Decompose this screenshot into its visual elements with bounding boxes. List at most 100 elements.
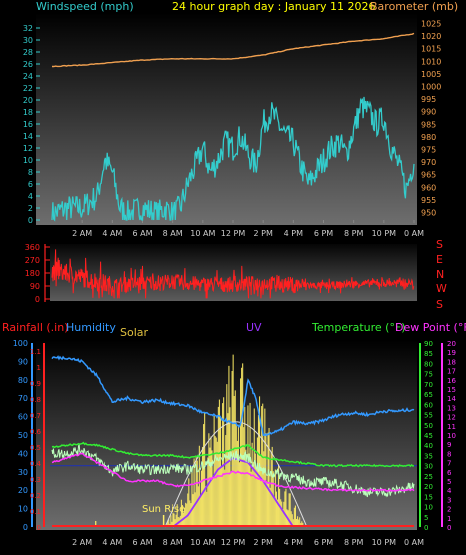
climate-x-tick: 10 PM [372, 538, 397, 547]
wind-y-tick: 10 [23, 156, 33, 165]
wind-y-tick: 24 [23, 72, 33, 81]
climate-x-tick: 8 PM [344, 538, 363, 547]
wind-y-tick: 16 [23, 120, 33, 129]
dewpoint-y-tick: 18 [447, 358, 456, 366]
barometer-line [52, 32, 415, 68]
climate-x-tick: 6 PM [314, 538, 333, 547]
temperature-y-tick: 25 [424, 473, 433, 481]
wind-x-tick: 8 PM [344, 229, 363, 238]
temperature-y-tick: 65 [424, 391, 433, 399]
humidity-line [51, 355, 415, 437]
climate-plot: 010203040506070809010000.10.20.30.40.50.… [13, 339, 457, 547]
rain-y-tick: 0 [37, 524, 41, 532]
baro-y-tick: 1015 [421, 45, 441, 54]
climate-x-tick: 2 PM [253, 538, 272, 547]
temperature-label: Temperature (°F) [311, 321, 406, 334]
direction-y-tick: 360 [25, 243, 40, 252]
dewpoint-line [51, 452, 415, 492]
temperature-y-tick: 90 [424, 340, 433, 348]
dewpoint-y-tick: 17 [447, 368, 456, 376]
dewpoint-label: Dew Point (°F) [395, 321, 466, 334]
climate-x-tick: 8 AM [163, 538, 183, 547]
wind-y-tick: 6 [28, 180, 33, 189]
wind-x-tick: 0 AM [404, 229, 424, 238]
dewpoint-y-tick: 15 [447, 386, 456, 394]
wind-x-tick: 10 PM [372, 229, 397, 238]
temperature-y-tick: 75 [424, 371, 433, 379]
compass-label: S [436, 238, 443, 251]
temperature-y-tick: 85 [424, 350, 433, 358]
direction-y-tick: 180 [25, 269, 40, 278]
wind-x-tick: 8 AM [163, 229, 183, 238]
dewpoint-y-tick: 6 [447, 469, 452, 477]
baro-y-tick: 990 [421, 108, 436, 117]
humidity-y-tick: 90 [18, 357, 28, 366]
humidity-label: Humidity [66, 321, 116, 334]
windchill-line [51, 443, 415, 498]
rain-y-tick: 1 [37, 364, 41, 372]
wind-y-tick: 30 [23, 36, 33, 45]
dewpoint-y-tick: 7 [447, 460, 451, 468]
baro-y-tick: 950 [421, 208, 436, 217]
baro-y-tick: 965 [421, 171, 436, 180]
baro-y-tick: 980 [421, 133, 436, 142]
wind-y-tick: 2 [28, 204, 33, 213]
dewpoint-y-tick: 3 [447, 496, 451, 504]
dewpoint-y-tick: 19 [447, 349, 456, 357]
temperature-y-tick: 10 [424, 504, 433, 512]
wind-x-tick: 6 PM [314, 229, 333, 238]
rainfall-label: Rainfall (.in) [2, 321, 69, 334]
compass-label: S [436, 298, 443, 311]
baro-y-tick: 1020 [421, 32, 441, 41]
temperature-y-tick: 80 [424, 360, 433, 368]
dewpoint-y-tick: 10 [447, 432, 456, 440]
direction-y-tick: 90 [30, 282, 40, 291]
humidity-y-tick: 30 [18, 468, 28, 477]
baro-y-tick: 1025 [421, 20, 441, 29]
baro-y-tick: 1000 [421, 83, 441, 92]
baro-y-tick: 985 [421, 120, 436, 129]
rain-y-tick: 0.5 [30, 444, 41, 452]
wind-x-tick: 4 PM [284, 229, 303, 238]
humidity-y-tick: 100 [13, 339, 28, 348]
dewpoint-y-tick: 20 [447, 340, 456, 348]
humidity-y-tick: 80 [18, 376, 28, 385]
compass-label: E [436, 253, 443, 266]
chart-title: 24 hour graph day : January 11 2026 [172, 0, 376, 13]
wind-x-tick: 4 AM [102, 229, 122, 238]
rain-y-tick: 0.8 [30, 396, 41, 404]
compass-label: N [436, 268, 444, 281]
windspeed-axis-label: Windspeed (mph) [36, 0, 134, 13]
dewpoint-y-tick: 14 [447, 395, 456, 403]
wind-y-tick: 28 [23, 48, 33, 57]
direction-y-tick: 0 [35, 295, 40, 304]
uv-label: UV [246, 321, 262, 334]
wind-barometer-plot: 0246810121416182022242628303295095596096… [23, 20, 442, 238]
baro-y-tick: 995 [421, 95, 436, 104]
rain-y-tick: 0.2 [30, 492, 41, 500]
temperature-y-tick: 55 [424, 412, 433, 420]
wind-x-tick: 10 AM [190, 229, 215, 238]
baro-y-tick: 975 [421, 145, 436, 154]
humidity-y-tick: 20 [18, 486, 28, 495]
wind-direction-line [51, 249, 415, 299]
humidity-y-tick: 40 [18, 449, 28, 458]
wind-y-tick: 20 [23, 96, 33, 105]
dewpoint-y-tick: 0 [447, 524, 451, 532]
dewpoint-y-tick: 16 [447, 377, 456, 385]
baro-y-tick: 960 [421, 183, 436, 192]
compass-label: W [436, 282, 447, 295]
temperature-y-tick: 60 [424, 401, 433, 409]
humidity-y-tick: 0 [23, 523, 28, 532]
rain-y-tick: 0.4 [30, 460, 42, 468]
wind-y-tick: 18 [23, 108, 33, 117]
wind-y-tick: 32 [23, 24, 33, 33]
baro-y-tick: 1010 [421, 57, 441, 66]
dewpoint-y-tick: 12 [447, 414, 456, 422]
wind-y-tick: 12 [23, 144, 33, 153]
direction-y-tick: 270 [25, 256, 40, 265]
climate-x-tick: 6 AM [132, 538, 152, 547]
dewpoint-y-tick: 5 [447, 478, 451, 486]
rain-y-tick: 0.6 [30, 428, 42, 436]
